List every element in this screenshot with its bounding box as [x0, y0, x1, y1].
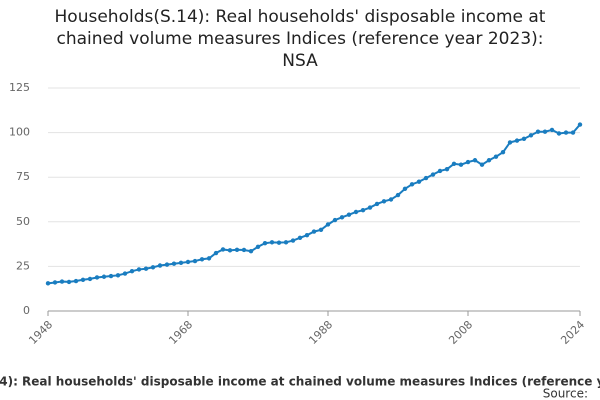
point — [577, 122, 583, 127]
point — [45, 281, 51, 286]
y-tick-label: 0 — [23, 304, 30, 317]
point — [185, 259, 191, 265]
y-tick-label: 25 — [16, 259, 30, 272]
point — [199, 257, 205, 262]
point — [129, 269, 135, 274]
point — [108, 273, 114, 279]
point — [192, 258, 198, 264]
point — [507, 140, 513, 145]
y-tick-label: 50 — [16, 215, 30, 228]
x-axis-label: Households(S.14): Real households' dispo… — [0, 375, 600, 389]
chart-title: Households(S.14): Real households' dispo… — [54, 7, 546, 71]
point — [458, 162, 464, 167]
point — [73, 278, 79, 284]
x-tick-label: 1948 — [26, 318, 55, 347]
point — [528, 133, 534, 138]
point — [269, 240, 275, 245]
point — [87, 276, 93, 282]
point — [549, 127, 555, 133]
point — [276, 240, 282, 245]
line — [47, 123, 581, 285]
point — [563, 130, 569, 135]
point — [248, 249, 254, 254]
x-tick-label: 2024 — [558, 318, 587, 347]
point — [332, 217, 338, 223]
y-tick-label: 125 — [9, 81, 30, 94]
point — [339, 215, 345, 220]
point — [220, 247, 226, 252]
point — [290, 238, 296, 243]
point — [437, 168, 443, 174]
point — [402, 186, 408, 191]
y-tick-label: 100 — [9, 126, 30, 139]
point — [423, 175, 429, 181]
point — [234, 247, 240, 253]
point — [311, 229, 317, 234]
point — [262, 241, 268, 246]
point — [388, 197, 394, 202]
point — [206, 256, 212, 261]
point — [472, 158, 478, 163]
point — [479, 162, 485, 167]
x-tick-label: 1988 — [306, 318, 335, 347]
point — [122, 271, 128, 276]
point — [52, 280, 58, 285]
point — [318, 227, 324, 233]
point — [80, 277, 86, 282]
point — [157, 263, 163, 268]
point — [486, 158, 492, 163]
point — [409, 182, 415, 187]
point — [227, 248, 233, 253]
point — [444, 166, 450, 172]
point — [381, 199, 387, 204]
point — [101, 274, 107, 279]
point — [514, 138, 520, 143]
point — [66, 279, 72, 285]
point — [521, 136, 527, 142]
point — [283, 240, 289, 245]
point — [59, 279, 65, 284]
point — [465, 159, 471, 165]
point — [570, 130, 576, 135]
point — [374, 201, 380, 207]
x-tick-label: 2008 — [446, 318, 475, 347]
point — [416, 179, 422, 184]
point — [325, 222, 331, 227]
point — [297, 235, 303, 241]
point — [143, 266, 149, 271]
point — [213, 250, 219, 256]
point — [346, 212, 352, 217]
point — [171, 261, 177, 266]
point — [542, 129, 548, 134]
point — [178, 260, 184, 266]
x-tick-label: 1968 — [166, 318, 195, 347]
y-tick-label: 75 — [16, 170, 30, 183]
point — [395, 192, 401, 198]
point — [451, 161, 457, 167]
point — [115, 273, 121, 278]
point — [94, 275, 100, 280]
point — [360, 208, 366, 213]
point — [136, 267, 142, 272]
point — [255, 244, 261, 249]
point — [164, 262, 170, 267]
point — [241, 247, 247, 253]
point — [367, 205, 373, 210]
point — [430, 172, 436, 177]
point — [556, 131, 562, 136]
point — [304, 232, 310, 238]
point — [493, 154, 499, 159]
point — [150, 265, 156, 270]
point — [353, 209, 359, 215]
source: Source: — [543, 387, 588, 400]
point — [535, 129, 541, 134]
point — [500, 150, 506, 155]
